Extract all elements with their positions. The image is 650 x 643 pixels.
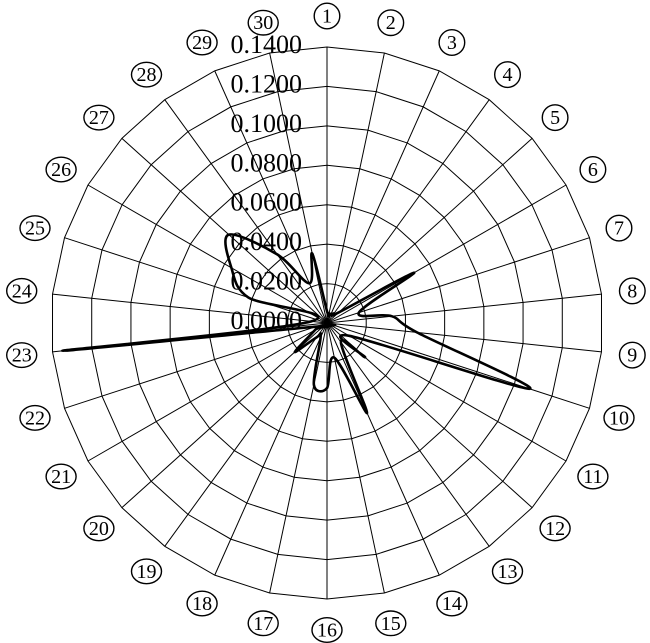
category-label: 12 bbox=[545, 518, 565, 540]
grid-spoke bbox=[326, 293, 602, 324]
category-label-circle bbox=[19, 215, 51, 242]
radial-tick-label: 0.0400 bbox=[231, 227, 303, 256]
grid-spoke bbox=[326, 237, 590, 324]
grid-spoke bbox=[326, 322, 440, 576]
category-label-circle bbox=[436, 590, 468, 617]
category-label: 15 bbox=[381, 613, 401, 635]
category-label-circle bbox=[247, 9, 279, 36]
category-label: 11 bbox=[583, 466, 602, 488]
radial-tick-label: 0.1200 bbox=[231, 69, 303, 98]
grid-spoke bbox=[121, 322, 328, 509]
category-label: 21 bbox=[51, 466, 71, 488]
category-label-circle bbox=[603, 404, 635, 431]
grid-spoke bbox=[326, 322, 567, 462]
category-label-circle bbox=[605, 214, 633, 242]
category-label: 8 bbox=[627, 280, 637, 302]
grid-spoke bbox=[52, 293, 328, 324]
category-label-circle bbox=[541, 104, 569, 132]
category-label: 23 bbox=[12, 345, 32, 367]
radial-tick-label: 0.1000 bbox=[231, 109, 303, 138]
grid-spoke bbox=[326, 322, 590, 409]
category-label: 1 bbox=[322, 6, 332, 28]
grid-spoke bbox=[87, 322, 328, 462]
category-label: 4 bbox=[503, 64, 513, 86]
category-label: 17 bbox=[253, 613, 273, 635]
grid-spoke bbox=[121, 137, 328, 324]
category-label-circle bbox=[579, 155, 607, 183]
grid-spoke bbox=[326, 322, 490, 547]
category-label-circle bbox=[494, 61, 522, 89]
category-label: 13 bbox=[498, 561, 518, 583]
category-label-circle bbox=[83, 515, 115, 542]
grid-spoke bbox=[326, 322, 602, 353]
grid-spoke bbox=[326, 70, 440, 324]
grid-spoke bbox=[269, 322, 328, 594]
category-label: 29 bbox=[192, 32, 212, 54]
category-label: 10 bbox=[609, 407, 629, 429]
category-label-circle bbox=[618, 277, 646, 305]
category-label: 22 bbox=[25, 407, 45, 429]
category-label: 19 bbox=[137, 561, 157, 583]
grid-spoke bbox=[64, 322, 328, 409]
category-label: 5 bbox=[550, 107, 560, 129]
category-label-circle bbox=[247, 610, 279, 637]
category-label-circle bbox=[45, 156, 77, 183]
radial-tick-label: 0.0800 bbox=[231, 148, 303, 177]
category-label-circle bbox=[618, 341, 646, 369]
category-label: 14 bbox=[442, 593, 462, 615]
grid-spoke bbox=[164, 322, 328, 547]
category-label-circle bbox=[539, 515, 571, 542]
category-label-circle bbox=[186, 29, 218, 56]
grid-spoke bbox=[214, 322, 328, 576]
category-label: 26 bbox=[51, 159, 71, 181]
grid-spoke bbox=[326, 52, 385, 324]
radial-tick-label: 0.0600 bbox=[231, 188, 303, 217]
category-label-circle bbox=[577, 463, 609, 490]
category-label-circle bbox=[83, 104, 115, 131]
category-label-circle bbox=[186, 590, 218, 617]
category-label: 28 bbox=[137, 64, 157, 86]
category-label: 30 bbox=[253, 12, 273, 34]
category-label: 24 bbox=[12, 280, 32, 302]
category-label: 2 bbox=[386, 12, 396, 34]
data-series-path bbox=[61, 233, 532, 415]
grid-spoke bbox=[326, 184, 567, 324]
category-label-circle bbox=[375, 610, 407, 637]
category-label-circle bbox=[438, 29, 466, 57]
grid-spoke bbox=[64, 237, 328, 324]
category-label-circle bbox=[377, 9, 405, 37]
category-label-circle bbox=[6, 277, 38, 304]
category-label-circle bbox=[491, 558, 524, 585]
category-label-circle bbox=[19, 404, 51, 431]
category-label: 20 bbox=[89, 518, 109, 540]
radial-tick-label: 0.0200 bbox=[231, 267, 303, 296]
category-label-circle bbox=[311, 617, 343, 643]
category-label-circle bbox=[45, 463, 77, 490]
grid-spoke bbox=[87, 184, 328, 324]
category-label: 16 bbox=[317, 620, 337, 642]
category-label: 27 bbox=[89, 107, 109, 129]
category-label: 3 bbox=[447, 32, 457, 54]
category-label: 6 bbox=[588, 159, 598, 181]
grid-spoke bbox=[164, 99, 328, 324]
grid-spoke bbox=[326, 322, 385, 594]
category-label-circle bbox=[130, 558, 163, 585]
grid-spoke bbox=[214, 70, 328, 324]
category-label: 9 bbox=[627, 345, 637, 367]
category-label-circle bbox=[6, 342, 38, 369]
category-label: 7 bbox=[614, 218, 624, 240]
category-label-circle bbox=[313, 2, 341, 30]
grid-spoke bbox=[326, 99, 490, 324]
grid-spoke bbox=[269, 52, 328, 324]
category-label: 18 bbox=[192, 593, 212, 615]
category-label: 25 bbox=[25, 218, 45, 240]
grid-spoke bbox=[326, 137, 533, 324]
category-label-circle bbox=[130, 61, 163, 88]
